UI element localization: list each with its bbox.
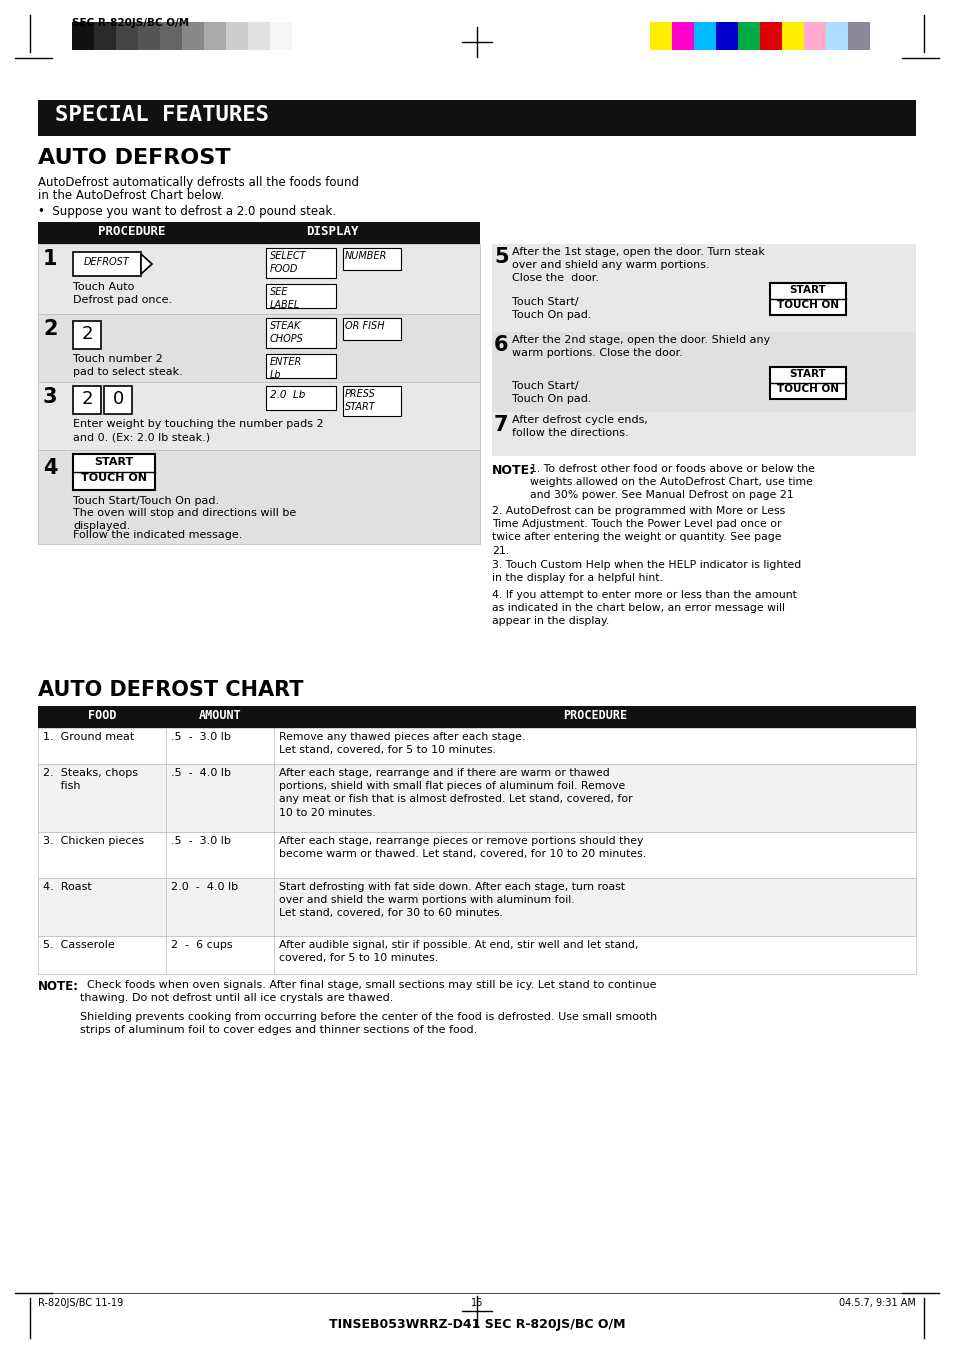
Text: After each stage, rearrange pieces or remove portions should they
become warm or: After each stage, rearrange pieces or re… [278,836,645,859]
Text: PRESS
START: PRESS START [345,389,375,412]
FancyBboxPatch shape [73,386,101,413]
Text: Touch Start/Touch On pad.: Touch Start/Touch On pad. [73,496,219,507]
Text: START: START [94,457,133,467]
FancyBboxPatch shape [266,317,335,349]
FancyBboxPatch shape [73,454,154,490]
Polygon shape [141,254,152,274]
FancyBboxPatch shape [266,284,335,308]
Text: START: START [789,369,825,380]
FancyBboxPatch shape [71,22,94,50]
FancyBboxPatch shape [38,100,915,136]
Text: 04.5.7, 9:31 AM: 04.5.7, 9:31 AM [839,1298,915,1308]
FancyBboxPatch shape [138,22,160,50]
FancyBboxPatch shape [248,22,270,50]
FancyBboxPatch shape [182,22,204,50]
FancyBboxPatch shape [716,22,738,50]
Text: Follow the indicated message.: Follow the indicated message. [73,530,242,540]
Text: 1: 1 [43,249,57,269]
FancyBboxPatch shape [738,22,760,50]
Text: 5.  Casserole: 5. Casserole [43,940,114,950]
FancyBboxPatch shape [343,386,400,416]
FancyBboxPatch shape [38,450,479,544]
Text: START: START [789,285,825,295]
Text: 2: 2 [43,319,57,339]
Text: 16: 16 [471,1298,482,1308]
FancyBboxPatch shape [104,386,132,413]
FancyBboxPatch shape [38,878,915,936]
Text: 1. To defrost other food or foods above or below the
weights allowed on the Auto: 1. To defrost other food or foods above … [530,463,814,500]
Text: thawing. Do not defrost until all ice crystals are thawed.: thawing. Do not defrost until all ice cr… [80,993,393,1002]
Text: •  Suppose you want to defrost a 2.0 pound steak.: • Suppose you want to defrost a 2.0 poun… [38,205,335,218]
FancyBboxPatch shape [160,22,182,50]
FancyBboxPatch shape [116,22,138,50]
Text: R-820JS/BC 11-19: R-820JS/BC 11-19 [38,1298,123,1308]
FancyBboxPatch shape [671,22,693,50]
Text: After the 1st stage, open the door. Turn steak
over and shield any warm portions: After the 1st stage, open the door. Turn… [512,247,764,284]
Text: PROCEDURE: PROCEDURE [562,709,626,721]
Text: The oven will stop and directions will be
displayed.: The oven will stop and directions will b… [73,508,296,531]
Text: 4.  Roast: 4. Roast [43,882,91,892]
Text: ENTER
Lb: ENTER Lb [270,357,302,380]
Text: SEC R-820JS/BC O/M: SEC R-820JS/BC O/M [71,18,189,28]
Text: After audible signal, stir if possible. At end, stir well and let stand,
covered: After audible signal, stir if possible. … [278,940,638,963]
Text: SPECIAL FEATURES: SPECIAL FEATURES [55,105,269,126]
Text: 7: 7 [494,415,508,435]
FancyBboxPatch shape [343,317,400,340]
Text: 6: 6 [494,335,508,355]
Text: TOUCH ON: TOUCH ON [81,473,147,484]
Text: PROCEDURE: PROCEDURE [98,226,165,238]
Text: Check foods when oven signals. After final stage, small sections may still be ic: Check foods when oven signals. After fin… [80,979,656,990]
Text: Start defrosting with fat side down. After each stage, turn roast
over and shiel: Start defrosting with fat side down. Aft… [278,882,624,919]
FancyBboxPatch shape [38,936,915,974]
Text: 3.  Chicken pieces: 3. Chicken pieces [43,836,144,846]
Text: NOTE:: NOTE: [38,979,79,993]
FancyBboxPatch shape [825,22,847,50]
FancyBboxPatch shape [266,386,335,409]
FancyBboxPatch shape [270,22,292,50]
FancyBboxPatch shape [769,367,845,399]
Text: Touch Start/
Touch On pad.: Touch Start/ Touch On pad. [512,297,591,320]
FancyBboxPatch shape [803,22,825,50]
FancyBboxPatch shape [492,245,915,332]
FancyBboxPatch shape [38,313,479,382]
Text: Touch Auto
Defrost pad once.: Touch Auto Defrost pad once. [73,282,172,305]
Text: Shielding prevents cooking from occurring before the center of the food is defro: Shielding prevents cooking from occurrin… [80,1012,657,1035]
FancyBboxPatch shape [73,322,101,349]
Text: STEAK
CHOPS: STEAK CHOPS [270,322,304,345]
Text: SEE
LABEL: SEE LABEL [270,286,300,311]
FancyBboxPatch shape [847,22,869,50]
Text: FOOD: FOOD [88,709,116,721]
FancyBboxPatch shape [343,249,400,270]
Text: Enter weight by touching the number pads 2
and 0. (Ex: 2.0 lb steak.): Enter weight by touching the number pads… [73,419,323,442]
Text: TINSEB053WRRZ-D41 SEC R-820JS/BC O/M: TINSEB053WRRZ-D41 SEC R-820JS/BC O/M [329,1319,624,1331]
FancyBboxPatch shape [266,354,335,378]
FancyBboxPatch shape [94,22,116,50]
Text: 4: 4 [43,458,57,478]
FancyBboxPatch shape [73,253,141,276]
Text: NOTE:: NOTE: [492,463,535,477]
Text: 2: 2 [81,326,92,343]
Text: SELECT
FOOD: SELECT FOOD [270,251,306,274]
FancyBboxPatch shape [38,245,479,313]
Text: DISPLAY: DISPLAY [306,226,358,238]
FancyBboxPatch shape [781,22,803,50]
Text: 5: 5 [494,247,508,267]
Text: Touch Start/
Touch On pad.: Touch Start/ Touch On pad. [512,381,591,404]
FancyBboxPatch shape [38,765,915,832]
FancyBboxPatch shape [38,832,915,878]
Text: .5  -  4.0 lb: .5 - 4.0 lb [171,767,231,778]
FancyBboxPatch shape [492,412,915,457]
FancyBboxPatch shape [266,249,335,278]
FancyBboxPatch shape [38,222,479,245]
Text: in the AutoDefrost Chart below.: in the AutoDefrost Chart below. [38,189,224,203]
FancyBboxPatch shape [769,282,845,315]
Text: 4. If you attempt to enter more or less than the amount
as indicated in the char: 4. If you attempt to enter more or less … [492,590,796,627]
Text: Touch number 2
pad to select steak.: Touch number 2 pad to select steak. [73,354,183,377]
Text: OR FISH: OR FISH [345,322,384,331]
Text: TOUCH ON: TOUCH ON [776,384,838,394]
Text: AutoDefrost automatically defrosts all the foods found: AutoDefrost automatically defrosts all t… [38,176,358,189]
FancyBboxPatch shape [226,22,248,50]
Text: 2  -  6 cups: 2 - 6 cups [171,940,233,950]
Text: After the 2nd stage, open the door. Shield any
warm portions. Close the door.: After the 2nd stage, open the door. Shie… [512,335,769,358]
